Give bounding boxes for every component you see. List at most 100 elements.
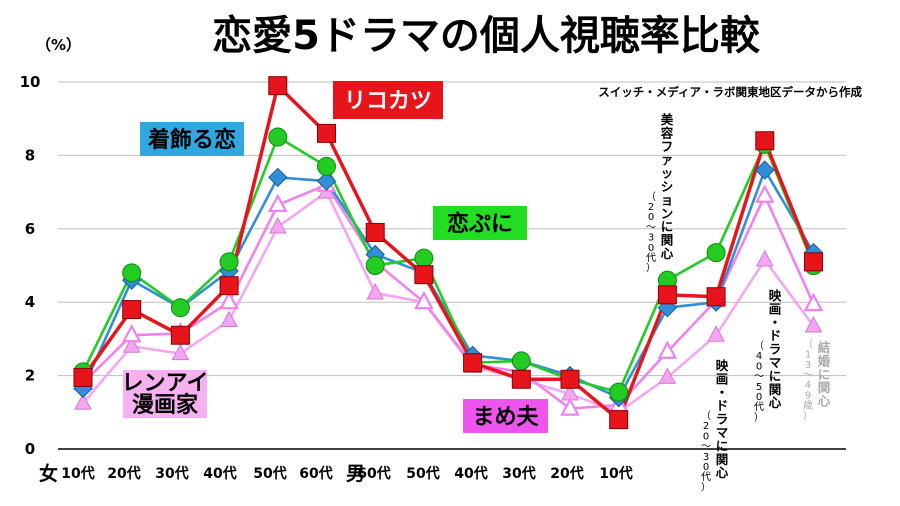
y-tick-label: 4 (25, 293, 35, 311)
vertical-label-sub-char: ） (754, 411, 764, 423)
series-tag-text: 着飾る恋 (147, 127, 236, 153)
series-tag-bg (140, 122, 244, 156)
male-group-label: 男 (346, 463, 365, 485)
vertical-label-char: シ (661, 179, 674, 194)
vertical-label-sub-char: 0 (703, 462, 709, 473)
vertical-label-sub-char: 3 (703, 452, 709, 463)
vertical-label-char: 心 (661, 246, 674, 261)
vertical-label-char: 関 (716, 452, 729, 467)
vertical-label-char: ド (769, 328, 782, 343)
y-tick-label: 0 (25, 440, 35, 458)
data-point (609, 410, 629, 430)
data-point (755, 160, 775, 180)
series-line-0 (81, 83, 816, 422)
series-name-tag: リコカツ (333, 81, 443, 119)
data-point (316, 171, 337, 191)
vertical-label-char: 心 (716, 465, 729, 480)
data-point (219, 290, 239, 310)
vertical-label-char: ド (716, 398, 729, 413)
vertical-label-sub-char: ） (646, 262, 656, 274)
x-tick-label: 50代 (253, 465, 286, 482)
data-point (219, 252, 239, 272)
vertical-label-char: ラ (769, 342, 782, 357)
vertical-label-sub-char: ） (701, 481, 711, 493)
vertical-label-sub-char: 0 (756, 361, 762, 372)
data-point (414, 248, 434, 268)
vertical-label-sub-char: 歳 (803, 400, 813, 412)
vertical-label-sub-char: 3 (648, 233, 654, 244)
data-point (706, 287, 726, 307)
vertical-label-char: マ (716, 425, 729, 440)
data-point (268, 216, 287, 234)
vertical-label-char: 容 (660, 125, 674, 140)
vertical-label-char: に (716, 438, 729, 453)
x-tick-label: 40代 (203, 465, 236, 482)
series-name-tag: まめ夫 (463, 399, 548, 433)
series-tag-text-2: 漫画家 (132, 392, 199, 418)
x-tick-label: 10代 (61, 465, 94, 482)
vertical-label-char: 関 (661, 233, 674, 248)
data-point (463, 353, 483, 373)
data-point (414, 265, 434, 285)
vertical-label-char: 関 (818, 380, 831, 395)
y-tick-label: 8 (25, 146, 35, 164)
x-tick-label: 20代 (107, 465, 140, 482)
vertical-label-char: に (661, 219, 674, 234)
series-line-3 (82, 183, 815, 410)
vertical-label-char: 映 (716, 358, 729, 373)
vertical-label-char: 婚 (817, 353, 831, 368)
x-tick-label: 60代 (299, 465, 332, 482)
vertical-label-char: 映 (769, 288, 782, 303)
data-point (755, 249, 774, 267)
x-tick-label: 40代 (454, 465, 487, 482)
x-tick-label: 50代 (406, 465, 439, 482)
data-point (268, 76, 288, 96)
vertical-label-sub-char: 0 (648, 243, 654, 254)
data-point (803, 292, 824, 312)
vertical-label-char: ョ (661, 192, 674, 207)
data-point (706, 243, 726, 263)
vertical-label-sub-char: （ (701, 410, 711, 422)
x-tick-label: 30代 (155, 465, 188, 482)
vertical-label-char: に (769, 368, 782, 383)
data-point (317, 156, 336, 176)
data-point (609, 382, 629, 402)
vertical-label-char: ラ (716, 412, 729, 427)
data-point (366, 282, 385, 300)
data-point (122, 263, 142, 283)
x-tick-label: 60代 (357, 465, 390, 482)
data-point (73, 367, 93, 387)
vertical-label-sub-char: （ (754, 340, 764, 352)
data-point (122, 300, 142, 320)
vertical-label-sub-char: 0 (648, 212, 654, 223)
vertical-label-sub-char: 代 (701, 471, 711, 483)
vertical-label-sub-char: （ (803, 338, 813, 350)
data-point (267, 193, 288, 213)
data-point (754, 184, 775, 203)
data-point (122, 336, 141, 353)
series-line-2 (81, 168, 815, 399)
data-point (268, 127, 288, 147)
vertical-label-sub-char: 2 (703, 421, 709, 432)
vertical-label-sub-char: 代 (646, 252, 656, 264)
vertical-label-sub-char: （ (646, 191, 656, 203)
vertical-label-char: ・ (769, 315, 782, 330)
vertical-label-sub-char: 9 (805, 390, 811, 401)
series-tag-text: 恋ぷに (447, 211, 513, 237)
vertical-label-sub-char: 〜 (701, 442, 711, 453)
data-point (511, 369, 531, 389)
data-point (170, 298, 190, 318)
data-point (268, 167, 288, 188)
vertical-label-sub-char: 〜 (803, 370, 813, 381)
series-line-1 (81, 135, 815, 394)
vertical-label-sub-char: 5 (756, 382, 762, 393)
data-point (317, 123, 336, 143)
data-point (804, 315, 823, 333)
series-tag-bg (433, 206, 527, 240)
female-group-label: 女 (39, 462, 58, 485)
